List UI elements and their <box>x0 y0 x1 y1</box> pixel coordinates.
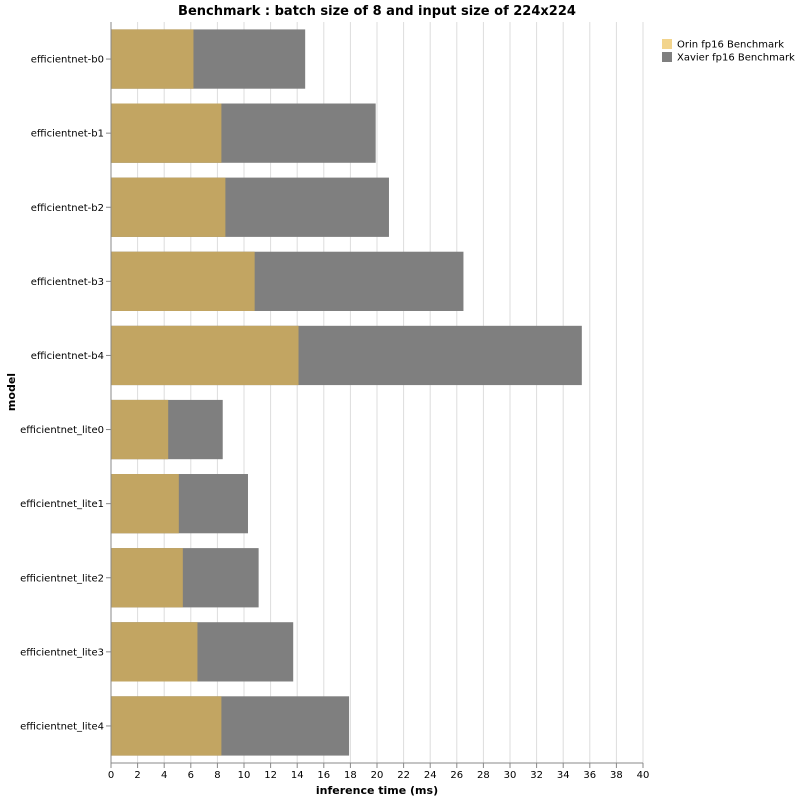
y-tick-label: efficientnet_lite2 <box>20 573 104 584</box>
bars-group <box>111 29 582 756</box>
bar-orin <box>111 251 255 311</box>
x-tick-label: 22 <box>397 770 410 781</box>
x-tick-label: 28 <box>477 770 490 781</box>
bar-orin <box>111 177 226 237</box>
x-tick-label: 2 <box>134 770 140 781</box>
x-tick-label: 8 <box>214 770 220 781</box>
legend-label-orin: Orin fp16 Benchmark <box>677 40 784 51</box>
bar-orin <box>111 696 222 756</box>
x-tick-label: 26 <box>450 770 463 781</box>
x-tick-label: 40 <box>637 770 650 781</box>
x-tick-label: 14 <box>291 770 304 781</box>
y-tick-label: efficientnet-b3 <box>31 277 104 288</box>
x-tick-label: 10 <box>238 770 251 781</box>
x-tick-label: 30 <box>504 770 517 781</box>
x-tick-label: 4 <box>161 770 167 781</box>
x-tick-label: 16 <box>317 770 330 781</box>
legend-swatch-xavier <box>662 52 672 62</box>
y-tick-label: efficientnet_lite3 <box>20 647 104 658</box>
y-axis-title: model <box>5 373 18 411</box>
axes-group: 0 2 4 6 8 10 12 14 16 18 20 22 24 26 28 30 32 34 36 38 40eff… <box>20 22 649 781</box>
x-tick-label: 12 <box>264 770 277 781</box>
y-tick-label: efficientnet_lite4 <box>20 721 104 732</box>
x-tick-label: 6 <box>188 770 194 781</box>
x-axis-title: inference time (ms) <box>316 784 438 797</box>
x-tick-label: 0 <box>108 770 114 781</box>
bar-orin <box>111 399 169 460</box>
x-tick-label: 18 <box>344 770 357 781</box>
x-tick-label: 38 <box>610 770 623 781</box>
bar-orin <box>111 325 299 386</box>
y-tick-label: efficientnet_lite0 <box>20 425 104 436</box>
legend: Orin fp16 Benchmark Xavier fp16 Benchmark <box>662 39 795 64</box>
bar-orin <box>111 474 179 534</box>
y-tick-label: efficientnet_lite1 <box>20 499 104 510</box>
y-tick-label: efficientnet-b1 <box>31 129 104 140</box>
x-tick-label: 36 <box>583 770 596 781</box>
x-tick-label: 32 <box>530 770 543 781</box>
bar-orin <box>111 548 183 608</box>
x-tick-label: 20 <box>371 770 384 781</box>
y-tick-label: efficientnet-b0 <box>31 55 104 66</box>
legend-label-xavier: Xavier fp16 Benchmark <box>677 53 795 64</box>
legend-swatch-orin <box>662 39 672 49</box>
y-tick-label: efficientnet-b4 <box>31 351 104 362</box>
bar-orin <box>111 29 194 89</box>
x-tick-label: 24 <box>424 770 437 781</box>
chart-title: Benchmark : batch size of 8 and input si… <box>178 4 576 19</box>
x-tick-label: 34 <box>557 770 570 781</box>
bar-orin <box>111 622 198 682</box>
bar-orin <box>111 103 222 163</box>
y-tick-label: efficientnet-b2 <box>31 203 104 214</box>
